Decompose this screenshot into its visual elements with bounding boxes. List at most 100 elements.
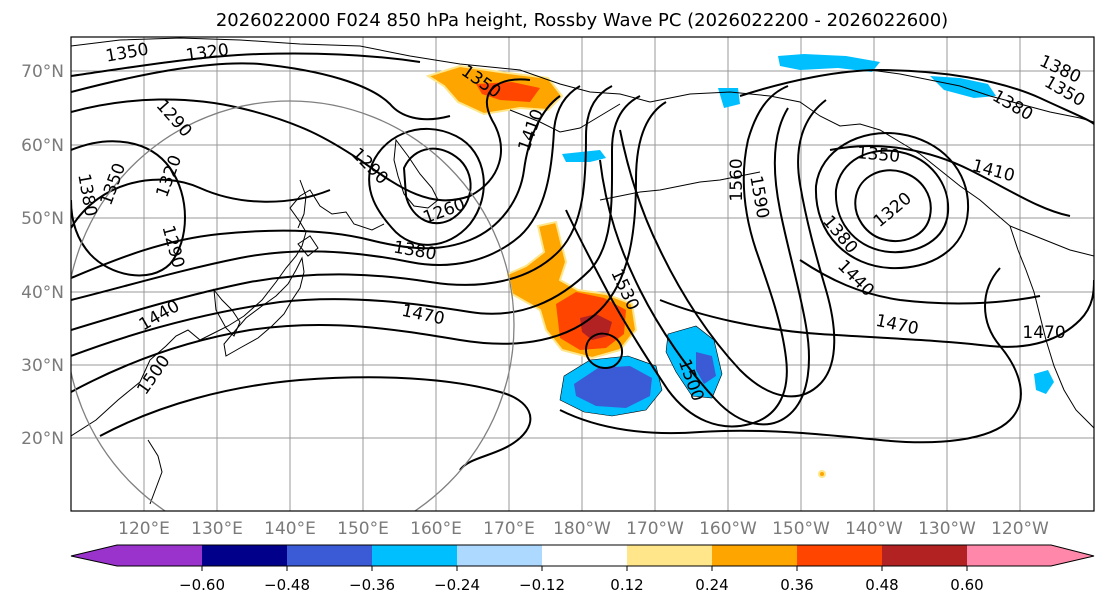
lon-label: 120°W [991,519,1049,539]
contour-label: 1350 [856,143,901,167]
lon-label: 130°E [191,519,243,539]
colorbar-tick-label: 0.12 [610,576,643,594]
contour-1320-north [71,62,451,121]
coast-philippines [147,439,163,505]
lon-label: 160°W [699,519,757,539]
contour-1440-mid [71,85,613,331]
coast-chukotka [509,103,621,133]
colorbar-swatch [882,545,967,566]
height-contours [71,52,1094,471]
coast-siberia-north [71,37,651,103]
colorbar-swatch [457,545,542,566]
contour-1380-low-east [814,132,970,270]
colorbar-tick-label: −0.60 [179,576,225,594]
longitude-labels: 120°E 130°E 140°E 150°E 160°E 170°E 180°… [118,519,1049,539]
contour-1320-low-east [854,169,932,242]
contour-1290-low [368,127,485,246]
colorbar-ticks [201,566,968,571]
coast-north-america [1009,225,1094,429]
colorbar-swatch [627,545,712,566]
colorbar-swatch [372,545,457,566]
lon-label: 170°E [483,519,535,539]
contour-1560-trough [599,107,810,426]
anomaly-negative-alaska [778,54,880,72]
lon-label: 150°E [337,519,389,539]
contour-1350-low [71,178,331,229]
lon-label: 130°W [918,519,976,539]
colorbar-tick-label: 0.24 [695,576,728,594]
lon-label: 170°W [626,519,684,539]
anomaly-positive-arctic-core [476,82,540,102]
colorbar-tick-label: −0.48 [264,576,310,594]
contour-1470-north-east [739,68,1094,125]
colorbar-tick-label: −0.12 [519,576,565,594]
lon-label: 150°W [772,519,830,539]
colorbar-swatch [117,545,202,566]
figure-title: 2026022000 F024 850 hPa height, Rossby W… [216,10,948,31]
contour-1500-south [71,101,667,393]
colorbar-swatch [797,545,882,566]
contour-1350-low-east [834,149,950,254]
contour-1470-mid [71,95,641,357]
latitude-labels: 70°N 60°N 50°N 40°N 30°N 20°N [21,62,64,449]
anomaly-negative-subtropical-core [574,366,652,408]
lon-label: 120°E [118,519,170,539]
contour-label-group: 1350 1320 1350 1290 1410 1290 1320 1350 … [73,39,1088,404]
colorbar-tick-label: −0.36 [349,576,395,594]
contour-1410-mid [71,85,581,301]
lat-label: 60°N [21,136,64,156]
contour-1440-east [799,259,1041,305]
coast-japan [223,256,305,357]
lat-label: 20°N [21,429,64,449]
lon-label: 160°E [410,519,462,539]
anomaly-negative-east-core [696,352,716,384]
coastlines [71,37,1094,505]
colorbar-tick-label: 0.60 [950,576,983,594]
map-frame [70,36,1095,512]
contour-1320-low [71,140,186,277]
lat-label: 40°N [21,283,64,303]
contour-1410-east [829,145,1071,217]
colorbar-tick-label: −0.24 [434,576,480,594]
map-layers: 1350 1320 1350 1290 1410 1290 1320 1350 … [71,37,1094,511]
contour-1290-north [71,78,531,202]
lon-label: 140°W [845,519,903,539]
colorbar-swatch [712,545,797,566]
anomaly-shading [425,54,1054,478]
contour-label: 1470 [1022,323,1065,343]
coast-kamchatka [393,138,439,209]
colorbar-tick-label: 0.48 [865,576,898,594]
contour-ring-closed [584,332,623,369]
colorbar-swatch [542,545,627,566]
coast-aleutians [599,171,761,201]
coast-sakhalin [297,179,307,229]
contour-1470-east [659,279,1094,348]
contour-1260-low [402,147,472,225]
coast-alaska [649,91,1094,257]
contour-1530-trough [565,85,789,428]
colorbar-swatch [287,545,372,566]
anomaly-negative-small-2 [562,150,606,162]
colorbar-swatch [202,545,287,566]
colorbar: −0.60 −0.48 −0.36 −0.24 −0.12 0.12 0.24 … [70,544,1095,594]
contour-label: 1560 [727,158,747,201]
colorbar-swatch-over [1051,545,1094,566]
lat-label: 70°N [21,62,64,82]
lon-label: 140°E [264,519,316,539]
lat-label: 30°N [21,356,64,376]
colorbar-swatch-under [71,545,118,566]
graticule [71,37,1094,511]
colorbar-outline [70,544,1095,567]
contour-1350-north [71,52,421,77]
lat-label: 50°N [21,209,64,229]
contour-1590-ridge [619,99,836,398]
coast-greenland-edge [869,69,1094,123]
contour-1380-mid [71,95,561,279]
anomaly-negative-small-1 [718,88,740,108]
contour-1530-south [99,376,532,471]
lon-label: 180°W [553,519,611,539]
anomaly-negative-california [1034,370,1054,394]
colorbar-tick-label: 0.36 [780,576,813,594]
anomaly-positive-dot-core [820,472,824,476]
